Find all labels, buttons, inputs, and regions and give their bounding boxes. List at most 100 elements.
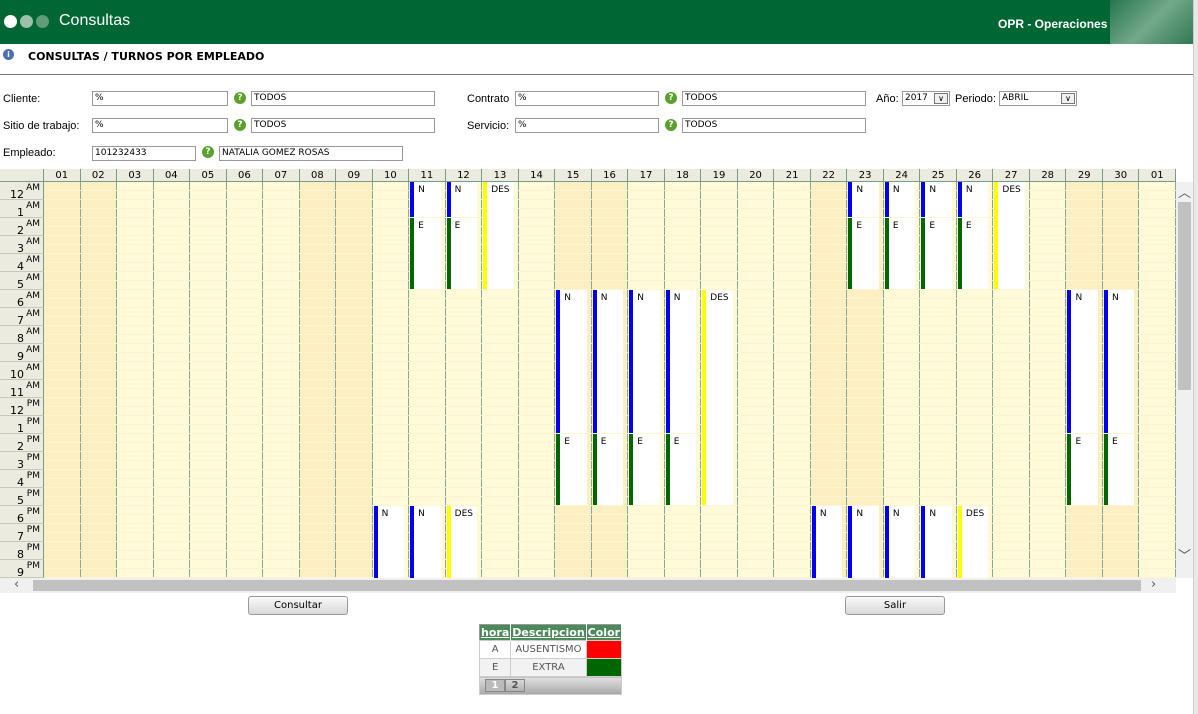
servicio-help-icon[interactable]: ? <box>665 119 677 131</box>
day-header[interactable]: 08 <box>299 169 337 182</box>
cliente-code-input[interactable]: % <box>92 91 228 106</box>
day-header[interactable]: 20 <box>737 169 775 182</box>
shift-block[interactable]: N <box>629 290 660 433</box>
page-scrollbar[interactable] <box>1193 0 1198 714</box>
day-header[interactable]: 27 <box>993 169 1030 182</box>
cliente-help-icon[interactable]: ? <box>234 92 246 104</box>
shift-block[interactable]: N <box>811 506 843 578</box>
day-header[interactable]: 03 <box>117 169 154 182</box>
empleado-help-icon[interactable]: ? <box>202 146 214 158</box>
shift-block[interactable]: E <box>1103 434 1135 505</box>
legend-header-hora[interactable]: hora <box>479 624 512 641</box>
page-1-button[interactable]: 1 <box>485 679 505 692</box>
sitio-code-input[interactable]: % <box>92 118 228 133</box>
day-header[interactable]: 01 <box>44 169 81 182</box>
shift-block[interactable]: N <box>957 182 989 217</box>
scroll-up-icon[interactable]: ︿ <box>1177 186 1191 201</box>
sitio-name-input[interactable]: TODOS <box>251 118 435 133</box>
shift-block[interactable]: N <box>410 506 441 578</box>
day-header[interactable]: 29 <box>1066 169 1103 182</box>
day-header[interactable]: 01 <box>1139 169 1176 182</box>
shift-block[interactable]: E <box>410 218 441 289</box>
shift-block[interactable]: DES <box>483 182 514 289</box>
shift-block[interactable]: N <box>884 506 916 578</box>
empleado-code-input[interactable]: 101232433 <box>92 146 196 161</box>
day-header[interactable]: 07 <box>263 169 300 182</box>
day-header[interactable]: 11 <box>409 169 446 182</box>
contrato-code-input[interactable]: % <box>515 91 659 106</box>
shift-block[interactable]: DES <box>957 506 989 578</box>
shift-block[interactable]: N <box>446 182 478 217</box>
day-header[interactable]: 10 <box>372 169 410 182</box>
salir-button[interactable]: Salir <box>845 596 945 615</box>
shift-block[interactable]: E <box>884 218 916 289</box>
day-header[interactable]: 05 <box>190 169 227 182</box>
shift-block[interactable]: N <box>921 182 952 217</box>
periodo-select[interactable]: ABRIL ∨ <box>999 91 1077 106</box>
day-header[interactable]: 24 <box>883 169 921 182</box>
shift-block[interactable]: N <box>410 182 441 217</box>
shift-block[interactable]: N <box>884 182 916 217</box>
day-header[interactable]: 21 <box>774 169 811 182</box>
day-header[interactable]: 02 <box>80 169 118 182</box>
shift-block[interactable]: DES <box>446 506 478 578</box>
day-header[interactable]: 04 <box>153 169 191 182</box>
day-header[interactable]: 25 <box>920 169 957 182</box>
day-header[interactable]: 23 <box>847 169 884 182</box>
shift-block[interactable]: E <box>446 218 478 289</box>
scroll-thumb[interactable] <box>33 580 1141 591</box>
shift-block[interactable]: N <box>592 290 624 433</box>
shift-block[interactable]: N <box>1067 290 1098 433</box>
shift-block[interactable]: N <box>848 506 879 578</box>
scroll-right-icon[interactable]: › <box>1151 577 1157 592</box>
scroll-down-icon[interactable]: ﹀ <box>1177 549 1191 564</box>
day-header[interactable]: 15 <box>555 169 592 182</box>
anio-select[interactable]: 2017 ∨ <box>902 91 950 106</box>
cliente-name-input[interactable]: TODOS <box>251 91 435 106</box>
legend-header-color[interactable]: Color <box>586 624 623 641</box>
shift-block[interactable]: E <box>556 434 587 505</box>
day-header[interactable]: 13 <box>482 169 519 182</box>
grid-vertical-scrollbar[interactable]: ︿ ﹀ <box>1176 182 1193 578</box>
shift-block[interactable]: DES <box>994 182 1025 289</box>
shift-block[interactable]: N <box>848 182 879 217</box>
shift-block[interactable]: N <box>665 290 697 433</box>
scroll-thumb[interactable] <box>1178 202 1191 390</box>
day-header[interactable]: 22 <box>810 169 848 182</box>
shift-block[interactable]: N <box>373 506 405 578</box>
day-header[interactable]: 30 <box>1102 169 1140 182</box>
day-header[interactable]: 28 <box>1029 169 1067 182</box>
info-icon[interactable]: i <box>3 49 14 60</box>
servicio-code-input[interactable]: % <box>515 118 659 133</box>
shift-block[interactable]: E <box>629 434 660 505</box>
shift-block[interactable]: E <box>957 218 989 289</box>
shift-block[interactable]: E <box>848 218 879 289</box>
shift-block[interactable]: DES <box>702 290 733 505</box>
day-header[interactable]: 09 <box>336 169 373 182</box>
day-header[interactable]: 16 <box>591 169 629 182</box>
sitio-help-icon[interactable]: ? <box>234 119 246 131</box>
contrato-help-icon[interactable]: ? <box>665 92 677 104</box>
consultar-button[interactable]: Consultar <box>248 596 348 615</box>
day-header[interactable]: 26 <box>956 169 994 182</box>
shift-block[interactable]: N <box>921 506 952 578</box>
day-header[interactable]: 12 <box>445 169 483 182</box>
day-header[interactable]: 14 <box>518 169 556 182</box>
day-header[interactable]: 06 <box>226 169 264 182</box>
scroll-left-icon[interactable]: ‹ <box>14 577 20 592</box>
contrato-name-input[interactable]: TODOS <box>682 91 866 106</box>
grid-horizontal-scrollbar[interactable]: ‹ › <box>0 577 1176 593</box>
servicio-name-input[interactable]: TODOS <box>682 118 866 133</box>
day-header[interactable]: 19 <box>701 169 738 182</box>
shift-block[interactable]: E <box>921 218 952 289</box>
day-header[interactable]: 18 <box>664 169 702 182</box>
empleado-name-input[interactable]: NATALIA GOMEZ ROSAS <box>219 146 403 161</box>
shift-block[interactable]: E <box>1067 434 1098 505</box>
shift-block[interactable]: N <box>556 290 587 433</box>
day-header[interactable]: 17 <box>628 169 665 182</box>
shift-block[interactable]: N <box>1103 290 1135 433</box>
page-2-button[interactable]: 2 <box>505 679 525 692</box>
legend-header-descripcion[interactable]: Descripcion <box>510 624 587 641</box>
shift-block[interactable]: E <box>592 434 624 505</box>
shift-block[interactable]: E <box>665 434 697 505</box>
